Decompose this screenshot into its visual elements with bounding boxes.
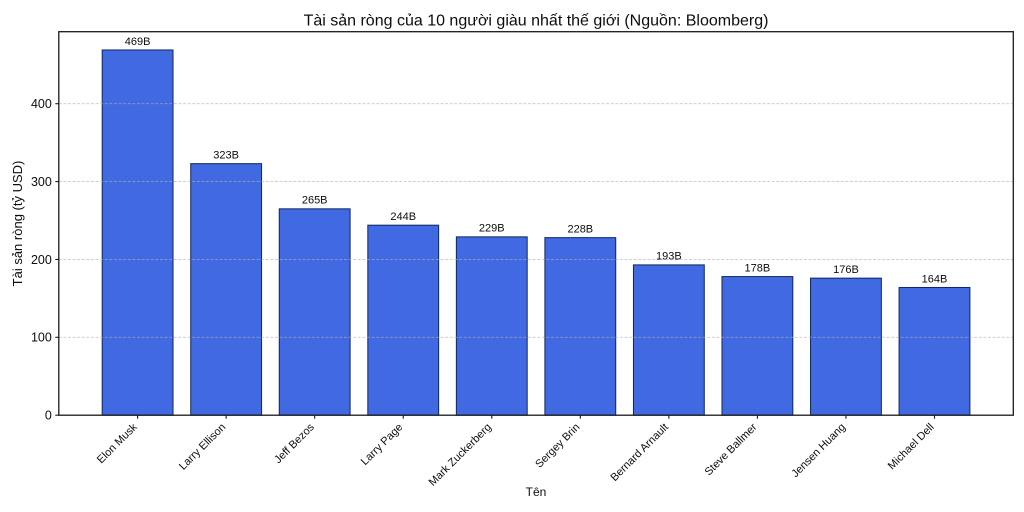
svg-text:228B: 228B	[567, 223, 593, 235]
svg-text:Tên: Tên	[526, 485, 547, 499]
svg-text:323B: 323B	[213, 149, 239, 161]
svg-text:469B: 469B	[125, 36, 151, 48]
svg-text:0: 0	[45, 409, 52, 423]
svg-text:193B: 193B	[656, 251, 682, 263]
svg-text:Tài sản ròng (tỷ USD): Tài sản ròng (tỷ USD)	[10, 161, 25, 287]
svg-text:400: 400	[31, 97, 52, 111]
svg-text:Tài sản ròng của 10 người giàu: Tài sản ròng của 10 người giàu nhất thế …	[304, 12, 769, 29]
svg-text:176B: 176B	[833, 264, 859, 276]
svg-text:229B: 229B	[479, 223, 505, 235]
svg-text:265B: 265B	[302, 195, 328, 207]
svg-text:300: 300	[31, 175, 52, 189]
svg-text:100: 100	[31, 331, 52, 345]
svg-text:200: 200	[31, 253, 52, 267]
svg-text:244B: 244B	[390, 211, 416, 223]
svg-text:178B: 178B	[745, 262, 771, 274]
svg-text:164B: 164B	[922, 273, 948, 285]
